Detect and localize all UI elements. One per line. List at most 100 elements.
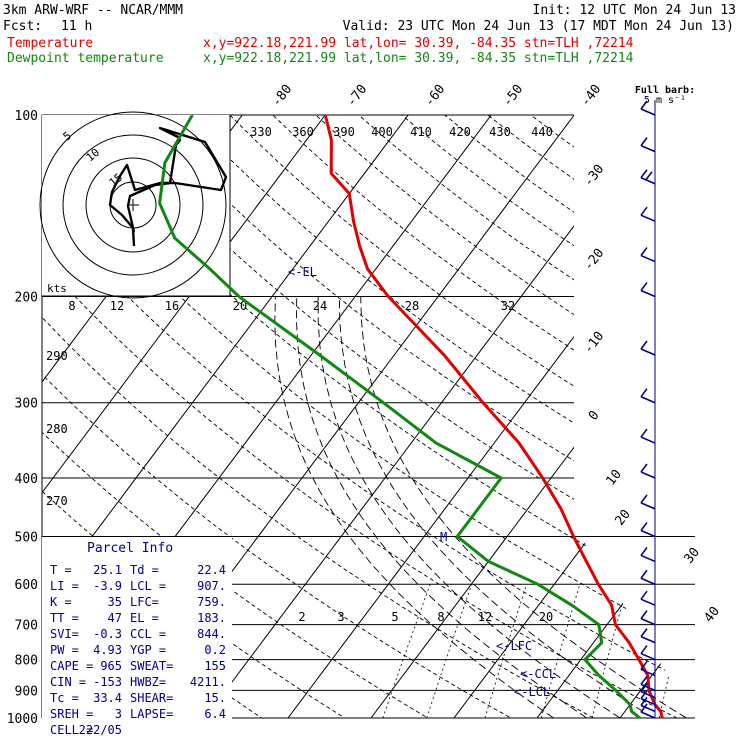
wind-barb bbox=[640, 703, 656, 719]
isotherm-label: -40 bbox=[578, 82, 604, 110]
barb-flag bbox=[640, 703, 648, 713]
isotherm-label: -10 bbox=[581, 329, 607, 357]
theta-label: 330 bbox=[250, 125, 272, 139]
dry-adiabat bbox=[530, 115, 695, 718]
dry-adiabat bbox=[186, 115, 695, 718]
model-title: 3km ARW-WRF -- NCAR/MMM bbox=[3, 3, 183, 18]
wind-barb bbox=[640, 463, 656, 479]
mixing-ratio-line bbox=[658, 584, 692, 718]
parcel-value: -3.9 bbox=[93, 579, 122, 593]
forecast-label: Fcst: bbox=[3, 19, 42, 34]
dry-adiabat bbox=[573, 115, 695, 718]
parcel-key: SREH = bbox=[50, 707, 93, 721]
mixing-ratio-label: 12 bbox=[110, 299, 124, 313]
mixing-ratio-label-low: 12 bbox=[478, 610, 492, 624]
parcel-value: 3 bbox=[115, 707, 122, 721]
el-marker: <-EL bbox=[288, 265, 317, 279]
mixing-ratio-label-low: 3 bbox=[337, 610, 344, 624]
moist-adiabat bbox=[338, 296, 654, 718]
mixing-ratio-label: 20 bbox=[233, 299, 247, 313]
wind-barb bbox=[640, 660, 656, 677]
pressure-label-600: 600 bbox=[15, 578, 38, 593]
barb-staff bbox=[640, 635, 656, 644]
barb-staff bbox=[640, 471, 656, 479]
isotherm-label: -20 bbox=[581, 246, 607, 274]
theta-label: 390 bbox=[333, 125, 355, 139]
parcel-row: T = 25.1 Td = 22.4 bbox=[50, 563, 226, 577]
parcel-value: 965 bbox=[100, 659, 122, 673]
barb-staff bbox=[640, 697, 656, 706]
theta-label: 440 bbox=[531, 125, 553, 139]
parcel-row: SVI= -0.3 CCL = 844. bbox=[50, 627, 226, 641]
barb-staff bbox=[640, 436, 656, 444]
hodograph-ring bbox=[62, 134, 204, 276]
parcel-value: 907. bbox=[197, 579, 226, 593]
barb-staff bbox=[640, 502, 656, 510]
temperature-line bbox=[323, 114, 664, 719]
barb-flag bbox=[640, 546, 648, 556]
parcel-row: PW = 4.93 YGP = 0.2 bbox=[50, 643, 226, 657]
parcel-value: 33.4 bbox=[93, 691, 122, 705]
theta-label: 430 bbox=[489, 125, 511, 139]
parcel-value: 4211. bbox=[190, 675, 226, 689]
hodograph-rings bbox=[39, 111, 231, 299]
barb-staff bbox=[640, 554, 656, 563]
barb-flag bbox=[640, 628, 648, 638]
parcel-value: 759. bbox=[197, 595, 226, 609]
barb-flag bbox=[640, 100, 648, 110]
parcel-row: K = 35 LFC= 759. bbox=[50, 595, 226, 609]
parcel-value: 222/05 bbox=[79, 723, 122, 737]
wind-barb bbox=[640, 340, 656, 356]
parcel-row: CAPE = 965 SWEAT= 155 bbox=[50, 659, 226, 673]
isotherm bbox=[619, 115, 695, 718]
pressure-label-700: 700 bbox=[15, 619, 38, 634]
mixing-ratio-label-low: 2 bbox=[298, 610, 305, 624]
mixing-ratio-label-low: 5 bbox=[391, 610, 398, 624]
barb-flag bbox=[645, 171, 653, 181]
pressure-label-200: 200 bbox=[15, 291, 38, 306]
valid-time: Valid: 23 UTC Mon 24 Jun 13 (17 MDT Mon … bbox=[343, 19, 734, 34]
mixing-ratio-label-low: 20 bbox=[539, 610, 553, 624]
parcel-row: LI = -3.9 LCL = 907. bbox=[50, 579, 226, 593]
parcel-key: SHEAR= bbox=[130, 691, 173, 705]
pressure-label-400: 400 bbox=[15, 472, 38, 487]
legend-temperature-loc: x,y=922.18,221.99 lat,lon= 30.39, -84.35… bbox=[203, 36, 634, 51]
barb-flag bbox=[640, 660, 648, 670]
wind-barb bbox=[640, 610, 656, 626]
isotherm-label: 30 bbox=[682, 545, 703, 567]
barb-staff bbox=[640, 395, 656, 404]
parcel-info-panel: Parcel Info T = 25.1 Td = 22.4 LI = -3.9 LCL =… bbox=[42, 537, 232, 737]
parcel-key: LFC= bbox=[130, 595, 159, 609]
dry-adiabat bbox=[42, 115, 619, 718]
legend-dewpoint: Dewpoint temperature bbox=[7, 51, 164, 66]
hodograph: kts 5 10 15 bbox=[39, 111, 231, 299]
isotherm bbox=[287, 115, 695, 718]
hodograph-ring bbox=[85, 157, 181, 253]
mixing-ratio-line bbox=[382, 584, 431, 718]
left-theta-label: 290 bbox=[46, 349, 68, 363]
dry-adiabat bbox=[229, 115, 695, 718]
sounding-series bbox=[158, 114, 664, 720]
wind-barb bbox=[640, 282, 656, 298]
lfc-marker: <-LFC bbox=[496, 639, 532, 653]
mixing-ratio-label: 28 bbox=[405, 299, 419, 313]
barb-staff bbox=[640, 289, 656, 298]
dewpoint-line bbox=[158, 114, 641, 720]
barb-staff bbox=[640, 144, 656, 153]
wind-barb bbox=[640, 100, 656, 116]
dry-adiabat bbox=[42, 115, 695, 718]
barb-staff bbox=[640, 348, 656, 356]
wind-barb bbox=[640, 494, 656, 510]
parcel-row: CIN = -153 HWBZ= 4211. bbox=[50, 675, 226, 689]
dry-adiabat bbox=[42, 115, 695, 718]
forecast-hour: 11 h bbox=[61, 19, 92, 34]
barb-staff bbox=[640, 652, 656, 661]
wind-barb bbox=[640, 690, 656, 706]
barb-flag bbox=[640, 690, 648, 700]
dry-adiabat bbox=[444, 115, 695, 718]
barb-flag bbox=[640, 610, 648, 620]
parcel-value: 22.4 bbox=[197, 563, 226, 577]
barb-flag bbox=[640, 675, 648, 685]
dry-adiabat bbox=[358, 115, 695, 718]
